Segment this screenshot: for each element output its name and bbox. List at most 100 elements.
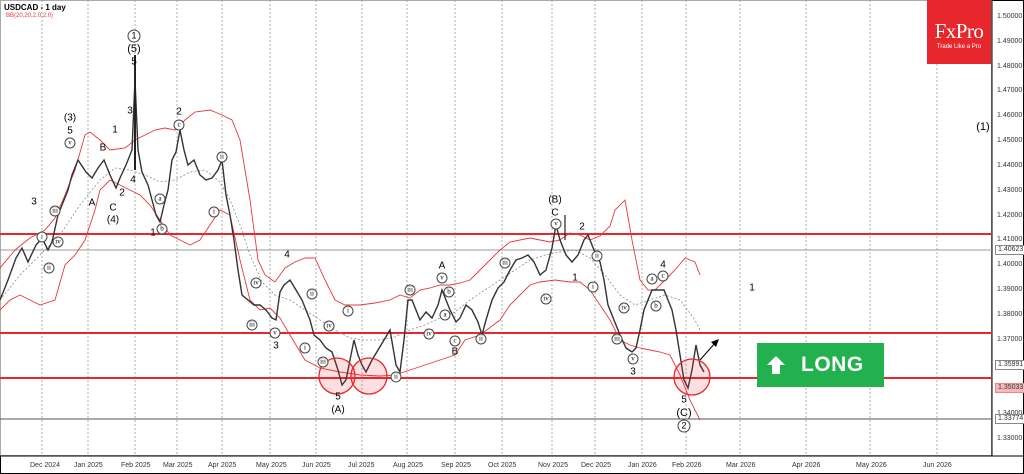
circled-label: b	[443, 286, 455, 298]
circled-label: iv	[540, 293, 552, 305]
price-tick: 1.42000	[997, 212, 1023, 219]
price-tag-support: 1.35033	[995, 383, 1024, 393]
time-tick: Jan 2026	[628, 462, 657, 469]
circled-label: ii	[43, 262, 55, 274]
circled-label: i	[299, 342, 311, 354]
wave-label: 4	[660, 259, 666, 271]
wave-label: 5	[681, 394, 687, 406]
wave-label: 1	[112, 124, 118, 136]
price-tick: 1.50000	[997, 13, 1023, 20]
indicator-label: BB(20,20,2.0,2.0)	[6, 13, 54, 19]
wave-label: 2	[176, 106, 182, 118]
circled-label: 2	[677, 419, 691, 433]
circled-label: i	[342, 305, 354, 317]
price-tag-low: 1.33774	[995, 414, 1024, 424]
time-tick: Oct 2025	[488, 462, 517, 469]
time-tick: Apr 2025	[208, 462, 237, 469]
highlight-circle-a	[318, 357, 356, 395]
circled-label: ii	[216, 151, 228, 163]
time-tick: Jan 2025	[74, 462, 103, 469]
wave-label: (C)	[676, 407, 692, 419]
circled-label: ii	[591, 250, 603, 262]
circled-label: c	[657, 270, 669, 282]
signal-label: LONG	[801, 353, 864, 376]
time-tick: Apr 2026	[792, 462, 821, 469]
time-tick: Dec 2025	[581, 462, 611, 469]
time-tick: May 2025	[256, 462, 287, 469]
circled-label: iv	[323, 320, 335, 332]
fxpro-logo: FxPro Trade Like a Pro	[927, 0, 991, 64]
price-tick: 1.47000	[997, 87, 1023, 94]
wave-label: (3)	[63, 112, 77, 124]
time-tick: May 2026	[856, 462, 887, 469]
price-tick: 1.46000	[997, 112, 1023, 119]
circled-label: ii	[390, 371, 402, 383]
wave-label: 5	[131, 56, 137, 68]
wave-label: (A)	[331, 404, 345, 416]
highlight-circle-c	[673, 358, 711, 396]
price-tick: 1.41000	[997, 236, 1023, 243]
time-tick: Feb 2026	[672, 462, 702, 469]
wave-label: C	[109, 202, 117, 214]
circled-label: v	[64, 137, 76, 149]
circled-label: i	[208, 206, 220, 218]
time-tick: Mar 2025	[163, 462, 193, 469]
circled-label: ii	[475, 333, 487, 345]
price-tick: 1.37000	[997, 336, 1023, 343]
time-tick: Sep 2025	[441, 462, 471, 469]
circled-label: iii	[404, 284, 416, 296]
price-tick: 1.48000	[997, 63, 1023, 70]
wave-label: 1	[749, 282, 755, 294]
circled-label: v	[627, 353, 639, 365]
long-signal-badge: LONG	[757, 343, 884, 387]
price-tick: 1.40000	[997, 261, 1023, 268]
wave-label: 4	[284, 249, 290, 261]
time-tick: Jun 2026	[923, 462, 952, 469]
circled-label: iii	[499, 257, 511, 269]
wave-label: B	[99, 142, 107, 154]
wave-label: (B)	[548, 194, 562, 206]
circled-label: iii	[611, 333, 623, 345]
wave-label: 5	[335, 391, 341, 403]
wave-label: 3	[630, 366, 636, 378]
wave-label: (4)	[106, 214, 120, 226]
time-tick: Mar 2026	[726, 462, 756, 469]
circled-label: 1	[127, 29, 141, 43]
brand-logo-text: FxPro	[934, 19, 984, 43]
circled-label: b	[156, 223, 168, 235]
circled-label: a	[439, 309, 451, 321]
time-tick: Aug 2025	[393, 462, 423, 469]
wave-label: A	[438, 260, 446, 272]
circled-label: i	[587, 281, 599, 293]
projection-arrow	[699, 341, 717, 361]
circled-label: iv	[423, 328, 435, 340]
circled-label: v	[436, 272, 448, 284]
price-tick: 1.34000	[997, 410, 1022, 417]
circled-label: iii	[49, 205, 61, 217]
wave-label: (1)	[976, 121, 990, 133]
highlight-circle-b	[350, 357, 388, 395]
wave-label: 5	[67, 125, 73, 137]
wave-label: C	[551, 207, 559, 219]
price-tick: 1.33000	[997, 435, 1023, 442]
circled-label: iv	[250, 277, 262, 289]
circled-label: iv	[618, 302, 630, 314]
wave-label: 3	[127, 105, 133, 117]
circled-label: i	[36, 231, 48, 243]
time-tick: Jun 2025	[302, 462, 331, 469]
price-tick: 1.38000	[997, 311, 1023, 318]
wave-label: A	[88, 197, 96, 209]
wave-label: 1	[150, 227, 156, 239]
circled-label: iv	[52, 236, 64, 248]
circled-label: v	[550, 218, 562, 230]
brand-tagline: Trade Like a Pro	[936, 44, 982, 50]
circled-label: v	[269, 327, 281, 339]
circled-label: a	[154, 193, 166, 205]
price-tick: 1.39000	[997, 286, 1023, 293]
circled-label: c	[173, 119, 185, 131]
price-tag-current: 1.35991	[995, 360, 1024, 370]
price-tick: 1.43000	[997, 187, 1023, 194]
wave-label: 4	[130, 174, 136, 186]
